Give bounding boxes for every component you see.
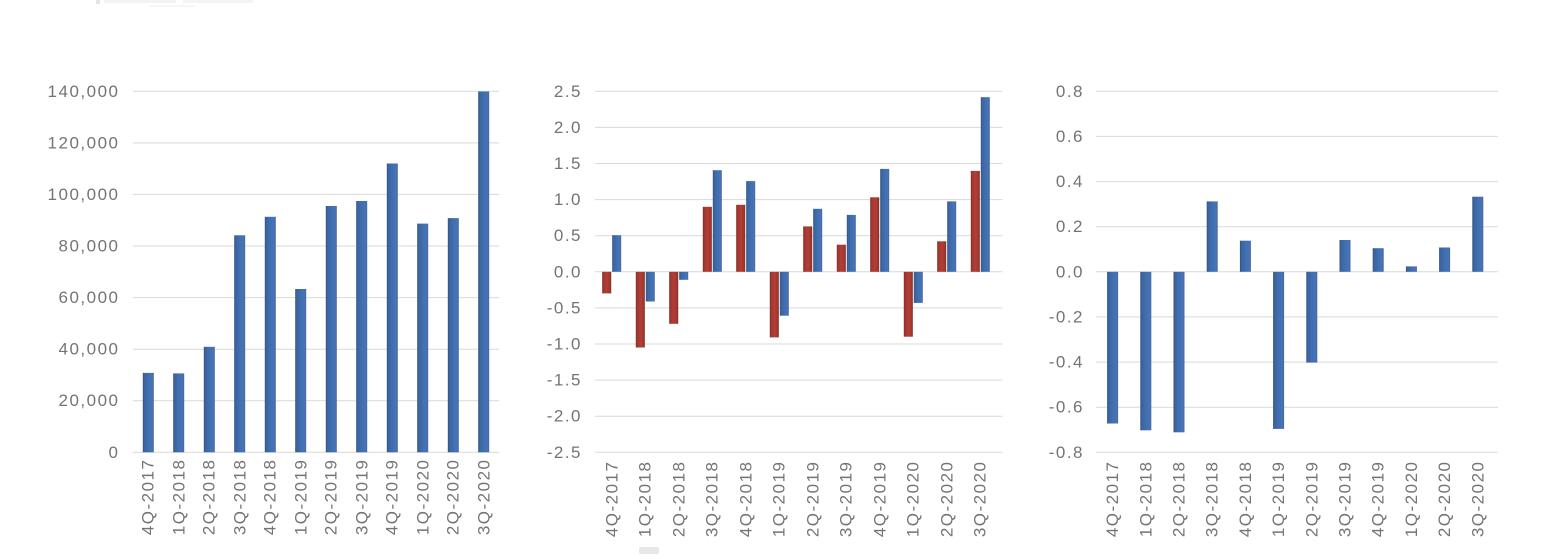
svg-text:3Q-2018: 3Q-2018	[703, 461, 722, 538]
svg-text:3Q-2020: 3Q-2020	[971, 461, 990, 538]
svg-text:0.4: 0.4	[1056, 172, 1084, 191]
svg-text:4Q-2017: 4Q-2017	[139, 459, 158, 536]
svg-text:3Q-2019: 3Q-2019	[1336, 461, 1355, 538]
svg-text:-0.8: -0.8	[1049, 443, 1084, 462]
svg-text:4Q-2018: 4Q-2018	[736, 461, 755, 538]
svg-text:-2.5: -2.5	[547, 443, 582, 462]
svg-text:0: 0	[109, 443, 120, 462]
svg-text:1Q-2020: 1Q-2020	[1402, 461, 1421, 538]
svg-text:1.5: 1.5	[554, 154, 582, 173]
svg-text:4Q-2018: 4Q-2018	[261, 459, 280, 536]
svg-text:1Q-2019: 1Q-2019	[770, 461, 789, 538]
svg-text:120,000: 120,000	[48, 133, 120, 152]
svg-text:1Q-2018: 1Q-2018	[169, 459, 188, 536]
svg-text:-2.0: -2.0	[547, 407, 582, 426]
svg-text:-0.4: -0.4	[1049, 353, 1084, 372]
svg-text:-1.0: -1.0	[547, 335, 582, 354]
svg-text:3Q-2018: 3Q-2018	[1203, 461, 1222, 538]
svg-text:100,000: 100,000	[48, 185, 120, 204]
svg-text:1Q-2019: 1Q-2019	[1269, 461, 1288, 538]
svg-text:4Q-2017: 4Q-2017	[602, 461, 621, 538]
svg-text:-0.6: -0.6	[1049, 398, 1084, 417]
svg-text:3Q-2019: 3Q-2019	[352, 459, 371, 536]
svg-text:2.5: 2.5	[554, 82, 582, 101]
svg-text:4Q-2017: 4Q-2017	[1103, 461, 1122, 538]
svg-text:0.0: 0.0	[554, 262, 582, 281]
svg-text:2Q-2020: 2Q-2020	[937, 461, 956, 538]
svg-text:-0.2: -0.2	[1049, 307, 1084, 326]
svg-text:60,000: 60,000	[59, 288, 120, 307]
svg-text:1Q-2019: 1Q-2019	[291, 459, 310, 536]
svg-text:40,000: 40,000	[59, 340, 120, 359]
svg-text:4Q-2018: 4Q-2018	[1236, 461, 1255, 538]
svg-text:1.0: 1.0	[554, 190, 582, 209]
svg-text:1Q-2020: 1Q-2020	[413, 459, 432, 536]
svg-text:4Q-2019: 4Q-2019	[1369, 461, 1388, 538]
svg-text:1Q-2020: 1Q-2020	[904, 461, 923, 538]
svg-text:3Q-2018: 3Q-2018	[230, 459, 249, 536]
svg-text:80,000: 80,000	[59, 237, 120, 256]
svg-text:0.2: 0.2	[1056, 217, 1084, 236]
svg-text:4Q-2019: 4Q-2019	[870, 461, 889, 538]
svg-text:4Q-2019: 4Q-2019	[383, 459, 402, 536]
svg-text:1Q-2018: 1Q-2018	[1136, 461, 1155, 538]
svg-text:0.5: 0.5	[554, 226, 582, 245]
svg-text:3Q-2020: 3Q-2020	[474, 459, 493, 536]
svg-text:3Q-2019: 3Q-2019	[837, 461, 856, 538]
svg-text:2Q-2019: 2Q-2019	[322, 459, 341, 536]
svg-text:140,000: 140,000	[48, 82, 120, 101]
svg-text:2.0: 2.0	[554, 118, 582, 137]
svg-text:-1.5: -1.5	[547, 371, 582, 390]
svg-text:20,000: 20,000	[59, 391, 120, 410]
svg-text:3Q-2020: 3Q-2020	[1468, 461, 1487, 538]
svg-text:2Q-2020: 2Q-2020	[1435, 461, 1454, 538]
svg-text:-0.5: -0.5	[547, 298, 582, 317]
svg-text:2Q-2018: 2Q-2018	[669, 461, 688, 538]
svg-text:0.8: 0.8	[1056, 82, 1084, 101]
svg-text:1Q-2018: 1Q-2018	[636, 461, 655, 538]
svg-text:2Q-2019: 2Q-2019	[1302, 461, 1321, 538]
svg-text:0.6: 0.6	[1056, 127, 1084, 146]
svg-text:2Q-2020: 2Q-2020	[444, 459, 463, 536]
svg-text:2Q-2019: 2Q-2019	[803, 461, 822, 538]
svg-text:2Q-2018: 2Q-2018	[1170, 461, 1189, 538]
svg-text:2Q-2018: 2Q-2018	[200, 459, 219, 536]
svg-text:0.0: 0.0	[1056, 262, 1084, 281]
